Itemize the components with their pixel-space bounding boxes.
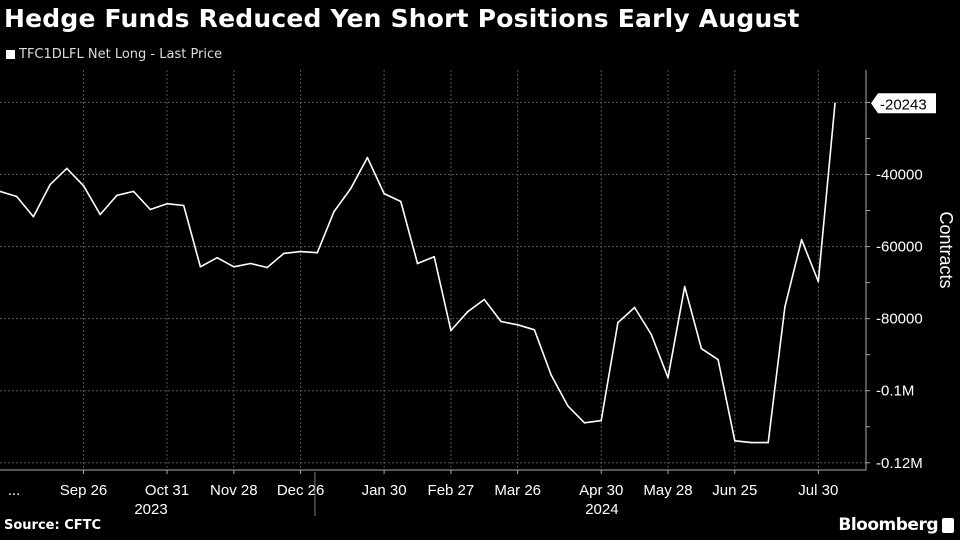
data-point	[717, 358, 719, 361]
data-point	[132, 190, 135, 193]
data-point	[400, 200, 402, 203]
data-point	[483, 298, 486, 301]
data-point	[299, 250, 302, 253]
chart-title: Hedge Funds Reduced Yen Short Positions …	[4, 4, 800, 33]
data-point	[166, 202, 168, 205]
data-point	[349, 187, 352, 190]
x-tick-label: Feb 27	[428, 482, 475, 499]
data-point	[700, 347, 703, 350]
data-point	[466, 311, 469, 313]
data-point	[600, 419, 602, 422]
x-tick-label: Jun 25	[712, 482, 757, 499]
year-label: 2024	[585, 501, 618, 518]
data-point	[817, 280, 820, 283]
x-tick-label: Jan 30	[362, 482, 407, 499]
data-point	[283, 252, 285, 255]
data-point	[767, 441, 769, 444]
y-tick-label: -60000	[876, 239, 923, 256]
source-note: Source: CFTC	[4, 518, 102, 533]
data-point	[550, 374, 552, 376]
data-point	[383, 192, 385, 195]
y-tick-label: -80000	[876, 311, 923, 328]
bloomberg-logo: Bloomberg	[838, 515, 938, 535]
x-tick-label: Dec 26	[277, 482, 325, 499]
x-tick-label: Jul 30	[798, 482, 838, 499]
data-point	[516, 323, 519, 326]
data-point	[667, 376, 669, 379]
data-point	[416, 262, 419, 265]
data-point	[583, 421, 586, 424]
legend-label: TFC1DLFL Net Long - Last Price	[19, 47, 223, 62]
bloomberg-chart-icon	[942, 518, 954, 533]
data-point	[650, 333, 653, 336]
data-point	[233, 265, 235, 268]
data-point	[32, 215, 35, 218]
data-point	[0, 190, 1, 193]
data-point	[249, 262, 252, 265]
data-point	[182, 204, 185, 207]
data-point	[500, 320, 502, 323]
year-label: 2023	[134, 501, 167, 518]
x-tick-label: ...	[8, 482, 21, 499]
data-point	[366, 156, 369, 159]
data-point	[333, 210, 335, 213]
data-point	[82, 184, 85, 187]
data-point	[49, 183, 51, 186]
data-point	[800, 238, 803, 241]
data-point	[15, 195, 18, 198]
data-point	[617, 321, 619, 324]
series-line	[0, 103, 836, 444]
data-point	[533, 329, 536, 331]
data-point	[266, 266, 269, 269]
data-point	[683, 285, 686, 288]
data-point	[99, 213, 101, 216]
x-tick-label: Sep 26	[60, 482, 108, 499]
y-tick-label: -0.12M	[876, 455, 923, 472]
y-axis-title: Contracts	[936, 211, 956, 288]
data-point	[784, 305, 786, 308]
legend: TFC1DLFL Net Long - Last Price	[6, 47, 222, 62]
data-point	[66, 167, 68, 170]
x-tick-label: Mar 26	[494, 482, 541, 499]
data-point	[734, 440, 736, 442]
last-value-tag	[871, 93, 936, 114]
data-point	[316, 251, 319, 254]
x-tick-label: Nov 28	[210, 482, 258, 499]
data-point	[116, 194, 118, 197]
data-point	[450, 329, 452, 332]
y-tick-label: -0.1M	[876, 383, 914, 400]
y-tick-label: -40000	[876, 167, 923, 184]
legend-swatch	[6, 50, 15, 59]
x-tick-label: Apr 30	[579, 482, 623, 499]
data-point	[199, 265, 202, 268]
data-point	[216, 256, 218, 259]
data-point	[750, 441, 753, 444]
x-tick-label: May 28	[643, 482, 692, 499]
data-point	[433, 255, 436, 258]
data-point	[149, 208, 152, 211]
data-point	[834, 102, 836, 105]
x-tick-label: Oct 31	[145, 482, 189, 499]
data-point	[633, 306, 636, 309]
data-point	[567, 405, 569, 407]
last-value-label: -20243	[880, 96, 927, 113]
